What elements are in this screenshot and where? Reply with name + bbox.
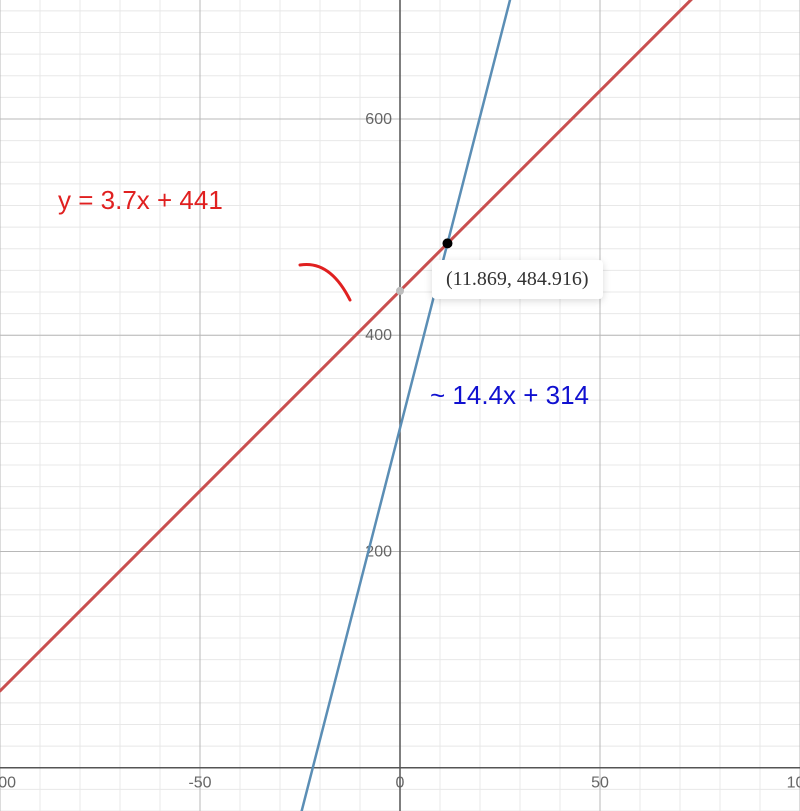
- graph-plot: -100-50050100200400600: [0, 0, 800, 811]
- svg-text:600: 600: [365, 111, 392, 128]
- equation-annotation-blue: ~ 14.4x + 314: [430, 380, 589, 411]
- equation-annotation-red: y = 3.7x + 441: [58, 185, 223, 216]
- svg-text:0: 0: [396, 775, 405, 792]
- svg-text:-100: -100: [0, 775, 16, 792]
- intersection-tooltip: (11.869, 484.916): [432, 260, 603, 299]
- svg-text:400: 400: [365, 327, 392, 344]
- svg-text:50: 50: [591, 775, 609, 792]
- svg-text:100: 100: [787, 775, 800, 792]
- svg-text:-50: -50: [188, 775, 211, 792]
